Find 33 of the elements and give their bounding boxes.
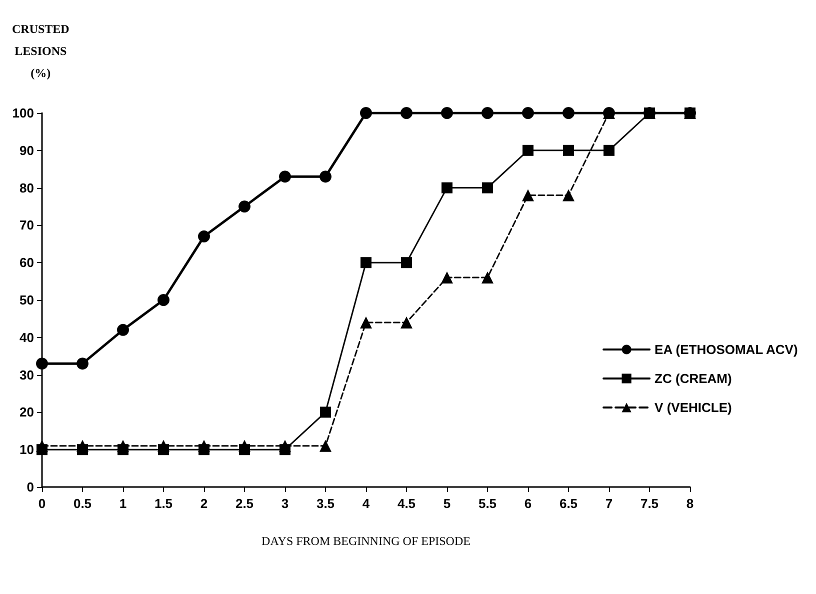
y-tick-label: 70 [20,218,34,233]
x-tick-label: 4.5 [397,496,416,511]
y-tick-label: 10 [20,442,34,458]
x-tick-label: 3 [281,496,289,511]
legend-label: V (VEHICLE) [654,400,732,415]
x-tick-label: 7.5 [640,496,659,511]
y-tick-label: 60 [20,255,34,270]
y-tick-label: 80 [20,180,34,196]
x-tick-label: 1.5 [154,496,173,511]
y-tick-label: 100 [12,106,34,120]
x-tick-label: 5.5 [478,496,497,511]
legend-label: EA (ETHOSOMAL ACV) [654,342,798,357]
x-tick-label: 7 [605,496,613,511]
y-axis-title: CRUSTED LESIONS (%) [12,22,70,80]
x-tick-label: 0.5 [73,496,92,511]
x-tick-label: 4 [362,496,370,511]
x-tick-label: 2 [200,496,208,511]
y-tick-label: 20 [20,404,34,420]
y-tick-label: 0 [26,480,34,494]
x-tick-label: 0 [38,496,46,511]
x-tick-label: 6 [524,496,532,511]
y-tick-label: 90 [20,142,34,158]
legend-label: ZC (CREAM) [654,371,732,386]
x-tick-label: 8 [686,496,694,511]
x-axis-title: DAYS FROM BEGINNING OF EPISODE [262,534,470,548]
x-tick-label: 2.5 [235,496,254,511]
y-tick-label: 50 [20,292,34,308]
y-tick-label: 30 [20,367,34,382]
x-tick-label: 6.5 [559,496,578,511]
y-tick-label: 40 [20,330,34,345]
x-tick-label: 1 [119,496,127,511]
x-tick-label: 5 [443,496,451,511]
x-tick-label: 3.5 [316,496,335,511]
